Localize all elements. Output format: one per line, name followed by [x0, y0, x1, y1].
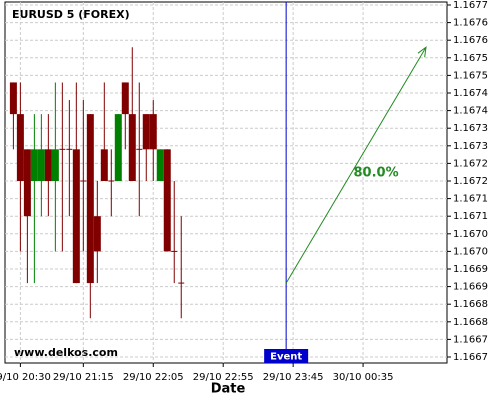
x-tick-label: 29/10 21:15 [53, 372, 114, 383]
candle-body [163, 149, 171, 252]
y-tick-label: 1.1670 [453, 246, 488, 257]
candle-body [93, 216, 101, 252]
y-tick-label: 1.1672 [453, 158, 488, 169]
y-tick-label: 1.1674 [453, 106, 488, 117]
event-label: Event [270, 352, 302, 363]
y-tick-label: 1.1667 [453, 334, 488, 345]
candle-body [44, 149, 52, 181]
x-axis-label: Date [211, 382, 246, 397]
y-tick-label: 1.1667 [453, 352, 488, 363]
y-tick-label: 1.1669 [453, 282, 488, 293]
candle-body [9, 82, 17, 115]
x-tick-label: 29/10 23:45 [263, 372, 324, 383]
candle-body [114, 114, 122, 181]
x-tick-label: 29/10 22:05 [123, 372, 184, 383]
candle-body [16, 114, 24, 181]
forecast-label: 80.0% [354, 166, 399, 181]
y-tick-label: 1.1672 [453, 176, 488, 187]
candle-body [30, 149, 38, 181]
x-tick-label: 30/10 00:35 [333, 372, 394, 383]
y-tick-label: 1.1676 [453, 18, 488, 29]
candle-body [86, 114, 94, 284]
arrow-head [417, 46, 427, 58]
y-tick-label: 1.1668 [453, 299, 488, 310]
y-tick-label: 1.1669 [453, 264, 488, 275]
event-box [264, 349, 309, 363]
x-tick-label: 29/10 20:30 [0, 372, 51, 383]
y-tick-label: 1.1671 [453, 194, 488, 205]
y-tick-label: 1.1668 [453, 317, 488, 328]
x-tick-label: 29/10 22:55 [193, 372, 254, 383]
candle-body [149, 114, 157, 150]
candle-body [156, 149, 164, 181]
candle-body [128, 114, 136, 181]
y-tick-label: 1.1677 [453, 0, 488, 11]
candle-body [121, 82, 129, 115]
watermark: www.delkos.com [14, 346, 118, 359]
candle-body [72, 149, 80, 284]
y-tick-label: 1.1675 [453, 53, 488, 64]
y-tick-label: 1.1673 [453, 123, 488, 134]
plot-frame [4, 1, 448, 364]
candle-body [100, 149, 108, 181]
y-tick-label: 1.1670 [453, 229, 488, 240]
y-tick-label: 1.1675 [453, 70, 488, 81]
forecast-arrow [285, 46, 427, 284]
candle-body [37, 149, 45, 181]
candle-body [51, 149, 59, 181]
y-tick-label: 1.1673 [453, 141, 488, 152]
candle-body [142, 114, 150, 150]
candle-body [23, 149, 31, 217]
chart-title: EURUSD 5 (FOREX) [12, 8, 130, 21]
y-tick-label: 1.1676 [453, 35, 488, 46]
y-tick-label: 1.1674 [453, 88, 488, 99]
y-tick-label: 1.1671 [453, 211, 488, 222]
